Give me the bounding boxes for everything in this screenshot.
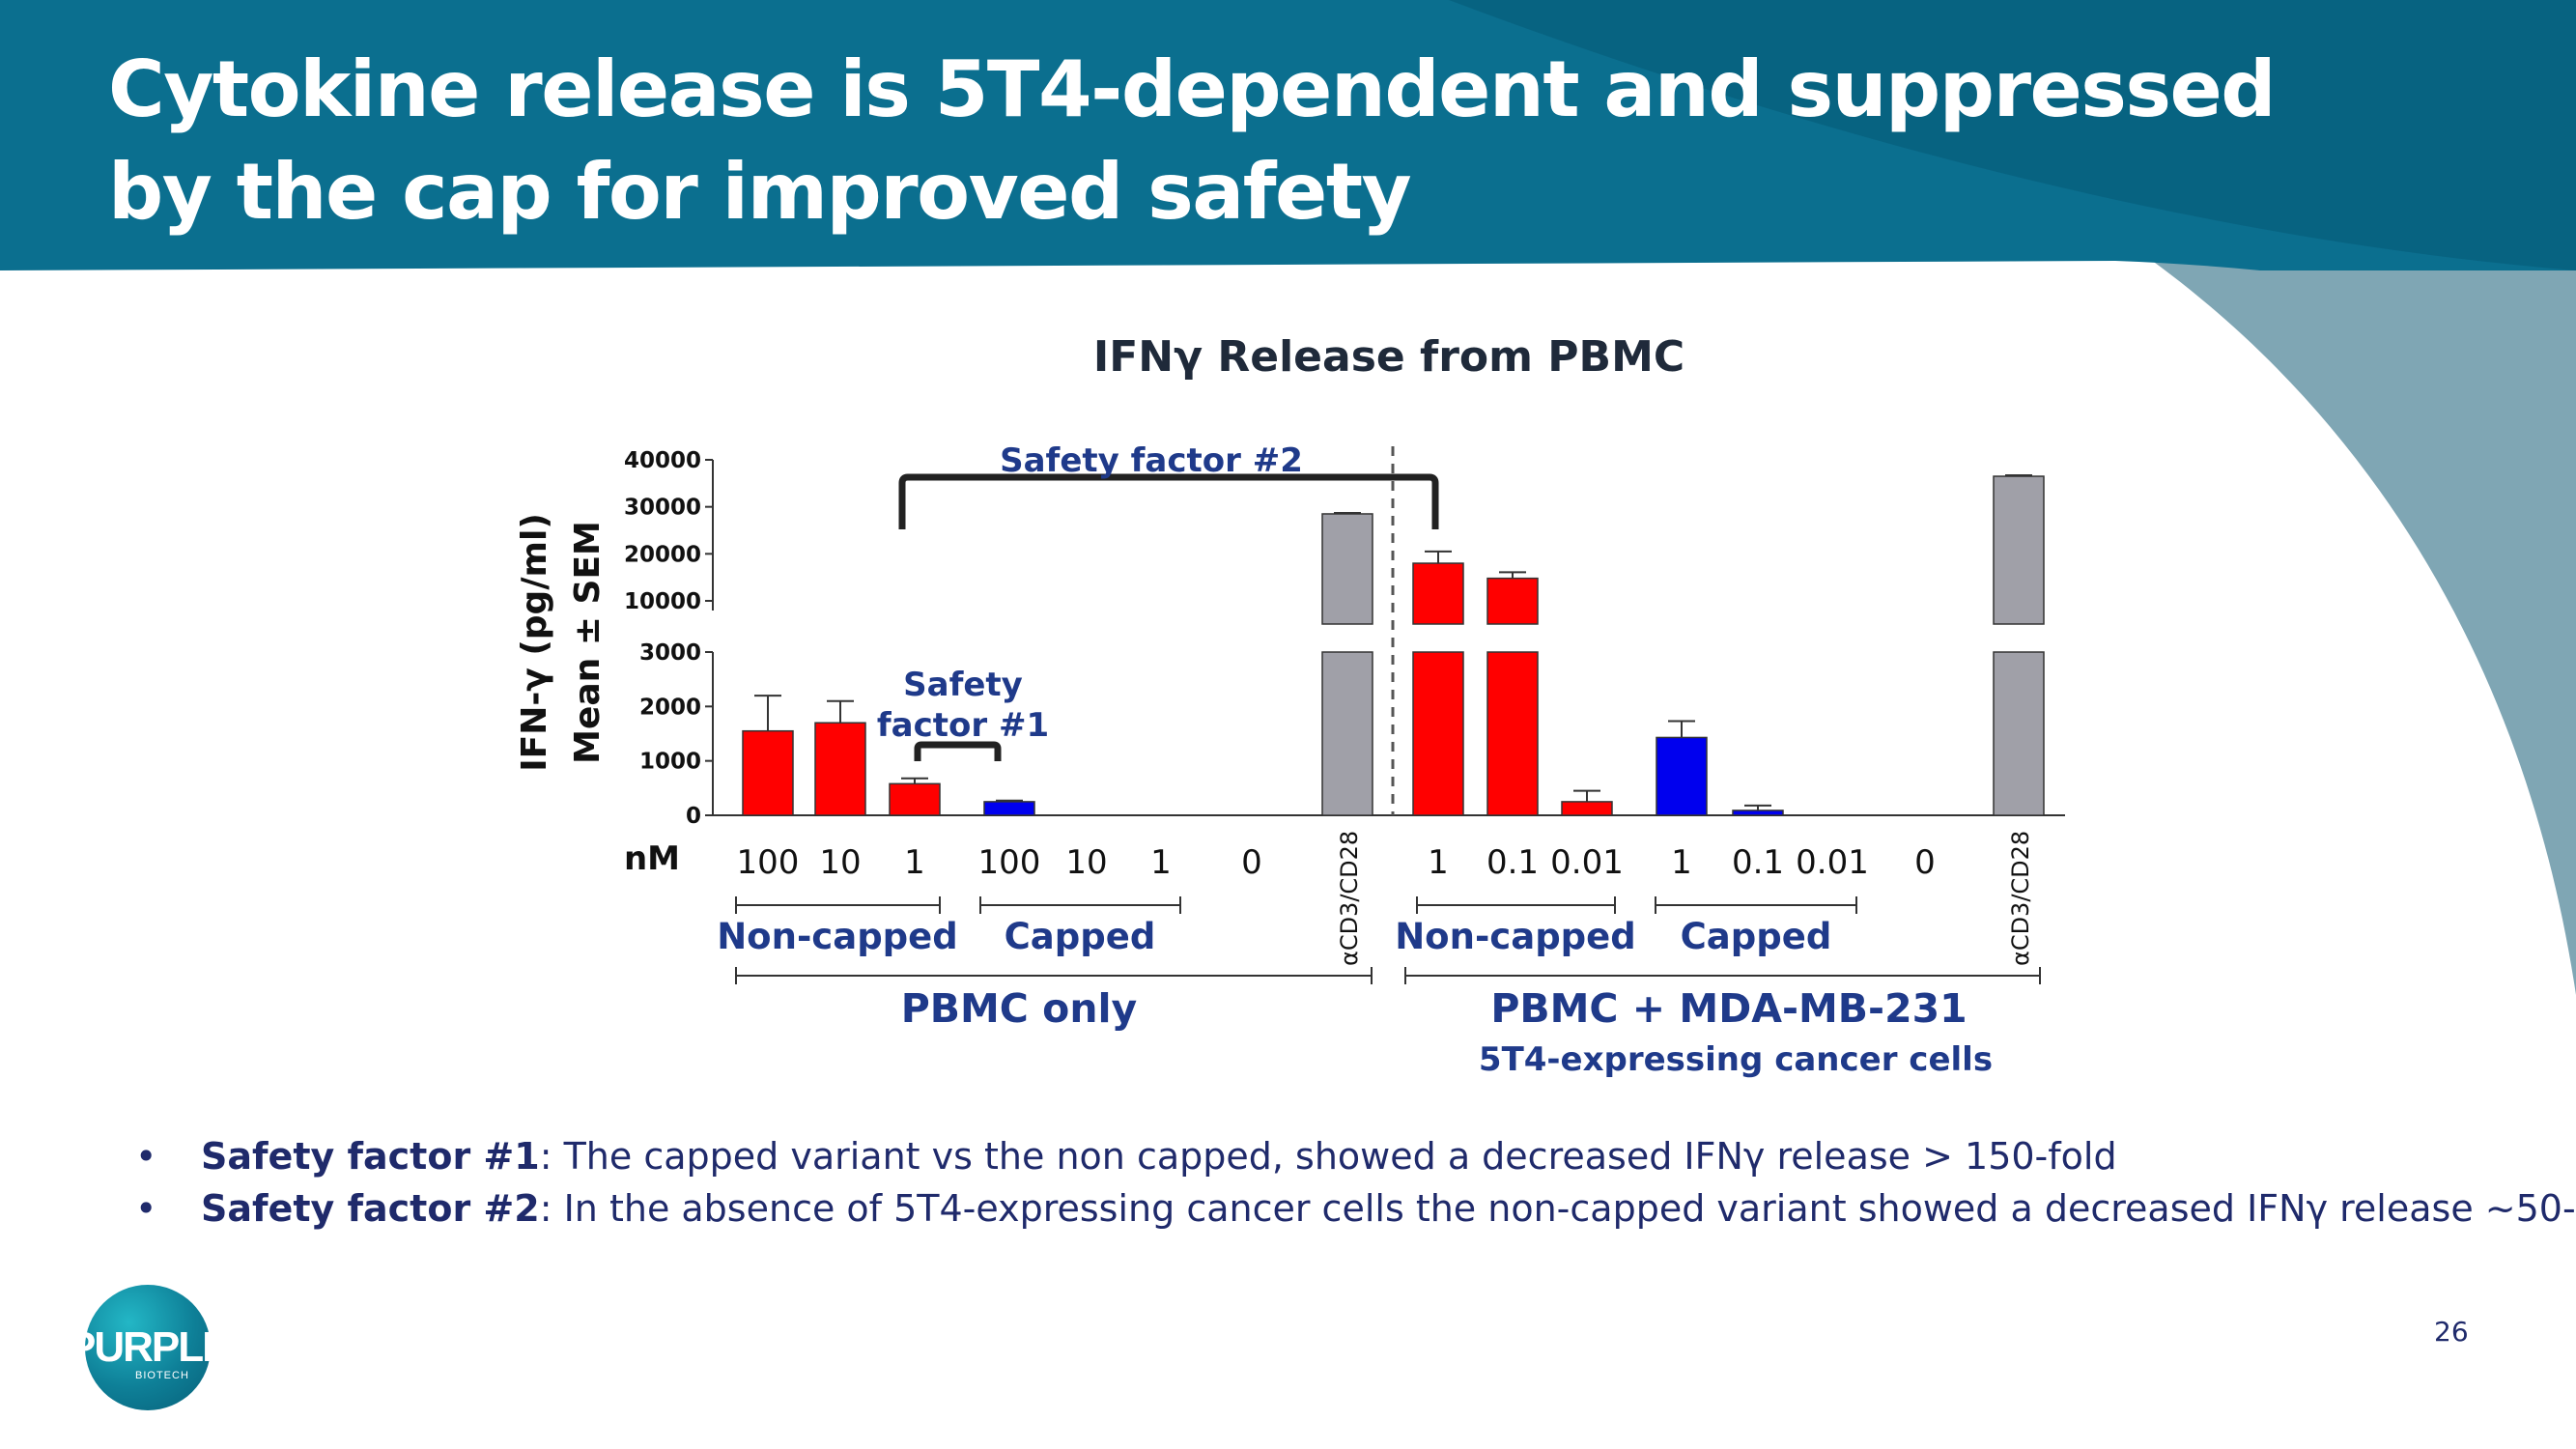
bar xyxy=(983,801,1035,816)
bar xyxy=(1321,513,1373,625)
group-label: Non-capped xyxy=(717,916,958,957)
x-tick-label: 0.1 xyxy=(1732,843,1784,882)
y-tick-label: 1000 xyxy=(639,750,701,775)
bar xyxy=(1486,577,1539,625)
x-tick-label: 0 xyxy=(1914,843,1936,882)
bullet-list: • Safety factor #1: The capped variant v… xyxy=(135,1130,2576,1235)
safety-factor-2-bracket xyxy=(898,473,1439,529)
page-number: 26 xyxy=(2434,1316,2469,1348)
x-tick-label: 0.01 xyxy=(1796,843,1869,882)
y-axis-label: IFN-γ (pg/ml) xyxy=(515,513,554,772)
x-tick-label: 1 xyxy=(1150,843,1172,882)
section-label: PBMC + MDA-MB-231 xyxy=(1490,985,1967,1032)
group-label: Non-capped xyxy=(1395,916,1636,957)
section-sublabel: 5T4-expressing cancer cells xyxy=(1479,1040,1993,1079)
x-tick-label: 100 xyxy=(737,843,800,882)
x-tick-label: 0.01 xyxy=(1550,843,1624,882)
y-tick-label: 2000 xyxy=(639,695,701,720)
bar xyxy=(1732,810,1784,816)
bullet-text: : In the absence of 5T4-expressing cance… xyxy=(539,1187,2576,1230)
safety-factor-1-bracket xyxy=(914,741,1002,761)
y-tick-label: 30000 xyxy=(624,496,701,521)
bar-lower-segment xyxy=(1486,651,1539,816)
x-tick-label: αCD3/CD28 xyxy=(1336,831,1363,966)
bar xyxy=(1656,736,1708,816)
bar xyxy=(889,782,941,816)
bullet-item: • Safety factor #1: The capped variant v… xyxy=(135,1130,2576,1182)
bar xyxy=(742,729,794,816)
bar-lower-segment xyxy=(1412,651,1464,816)
bar xyxy=(1561,801,1613,816)
section-label: PBMC only xyxy=(901,985,1138,1032)
bullet-marker: • xyxy=(135,1187,157,1230)
x-tick-label: 10 xyxy=(1065,843,1107,882)
x-tick-label: 1 xyxy=(1671,843,1692,882)
bar xyxy=(1993,475,2045,625)
slide-title: Cytokine release is 5T4-dependent and su… xyxy=(108,44,2277,237)
corner-swoosh xyxy=(2125,242,2576,995)
bullet-text: : The capped variant vs the non capped, … xyxy=(539,1135,2117,1178)
logo-text: PURPLE xyxy=(68,1323,230,1371)
y-tick-label: 0 xyxy=(686,804,701,829)
x-tick-label: 0 xyxy=(1241,843,1262,882)
purple-biotech-logo: PURPLE BIOTECH xyxy=(68,1285,230,1410)
x-tick-label: 100 xyxy=(978,843,1041,882)
bar xyxy=(814,722,866,816)
bullet-bold: Safety factor #2 xyxy=(201,1187,540,1230)
x-tick-label: 10 xyxy=(819,843,861,882)
y-tick-label: 40000 xyxy=(624,448,701,473)
x-tick-label: 0.1 xyxy=(1486,843,1539,882)
bullet-bold: Safety factor #1 xyxy=(201,1135,540,1178)
y-tick-label: 20000 xyxy=(624,542,701,567)
x-unit-label: nM xyxy=(624,839,680,878)
group-label: Capped xyxy=(1681,916,1832,957)
safety-factor-1-label-line2: factor #1 xyxy=(877,706,1049,745)
chart-title: IFNγ Release from PBMC xyxy=(1093,332,1684,382)
x-tick-label: αCD3/CD28 xyxy=(2007,831,2034,966)
x-tick-label: 1 xyxy=(1428,843,1449,882)
y-tick-label: 10000 xyxy=(624,589,701,614)
bar xyxy=(1412,562,1464,625)
safety-factor-1-label-line1: Safety xyxy=(903,666,1023,704)
y-axis-label-2: Mean ± SEM xyxy=(568,521,608,764)
safety-factor-2-label: Safety factor #2 xyxy=(1000,441,1303,480)
logo-circle xyxy=(85,1285,211,1410)
y-tick-label: 3000 xyxy=(639,640,701,666)
x-tick-label: 1 xyxy=(904,843,925,882)
bullet-item: • Safety factor #2: In the absence of 5T… xyxy=(135,1182,2576,1235)
header-bar-shade xyxy=(1449,0,2576,270)
logo-subtext: BIOTECH xyxy=(135,1370,189,1381)
bar-lower-segment xyxy=(1993,651,2045,816)
bar-lower-segment xyxy=(1321,651,1373,816)
ifng-bar-chart: IFNγ Release from PBMC IFN-γ (pg/ml) Mean … xyxy=(515,332,2065,1079)
bullet-marker: • xyxy=(135,1135,157,1178)
group-label: Capped xyxy=(1005,916,1156,957)
